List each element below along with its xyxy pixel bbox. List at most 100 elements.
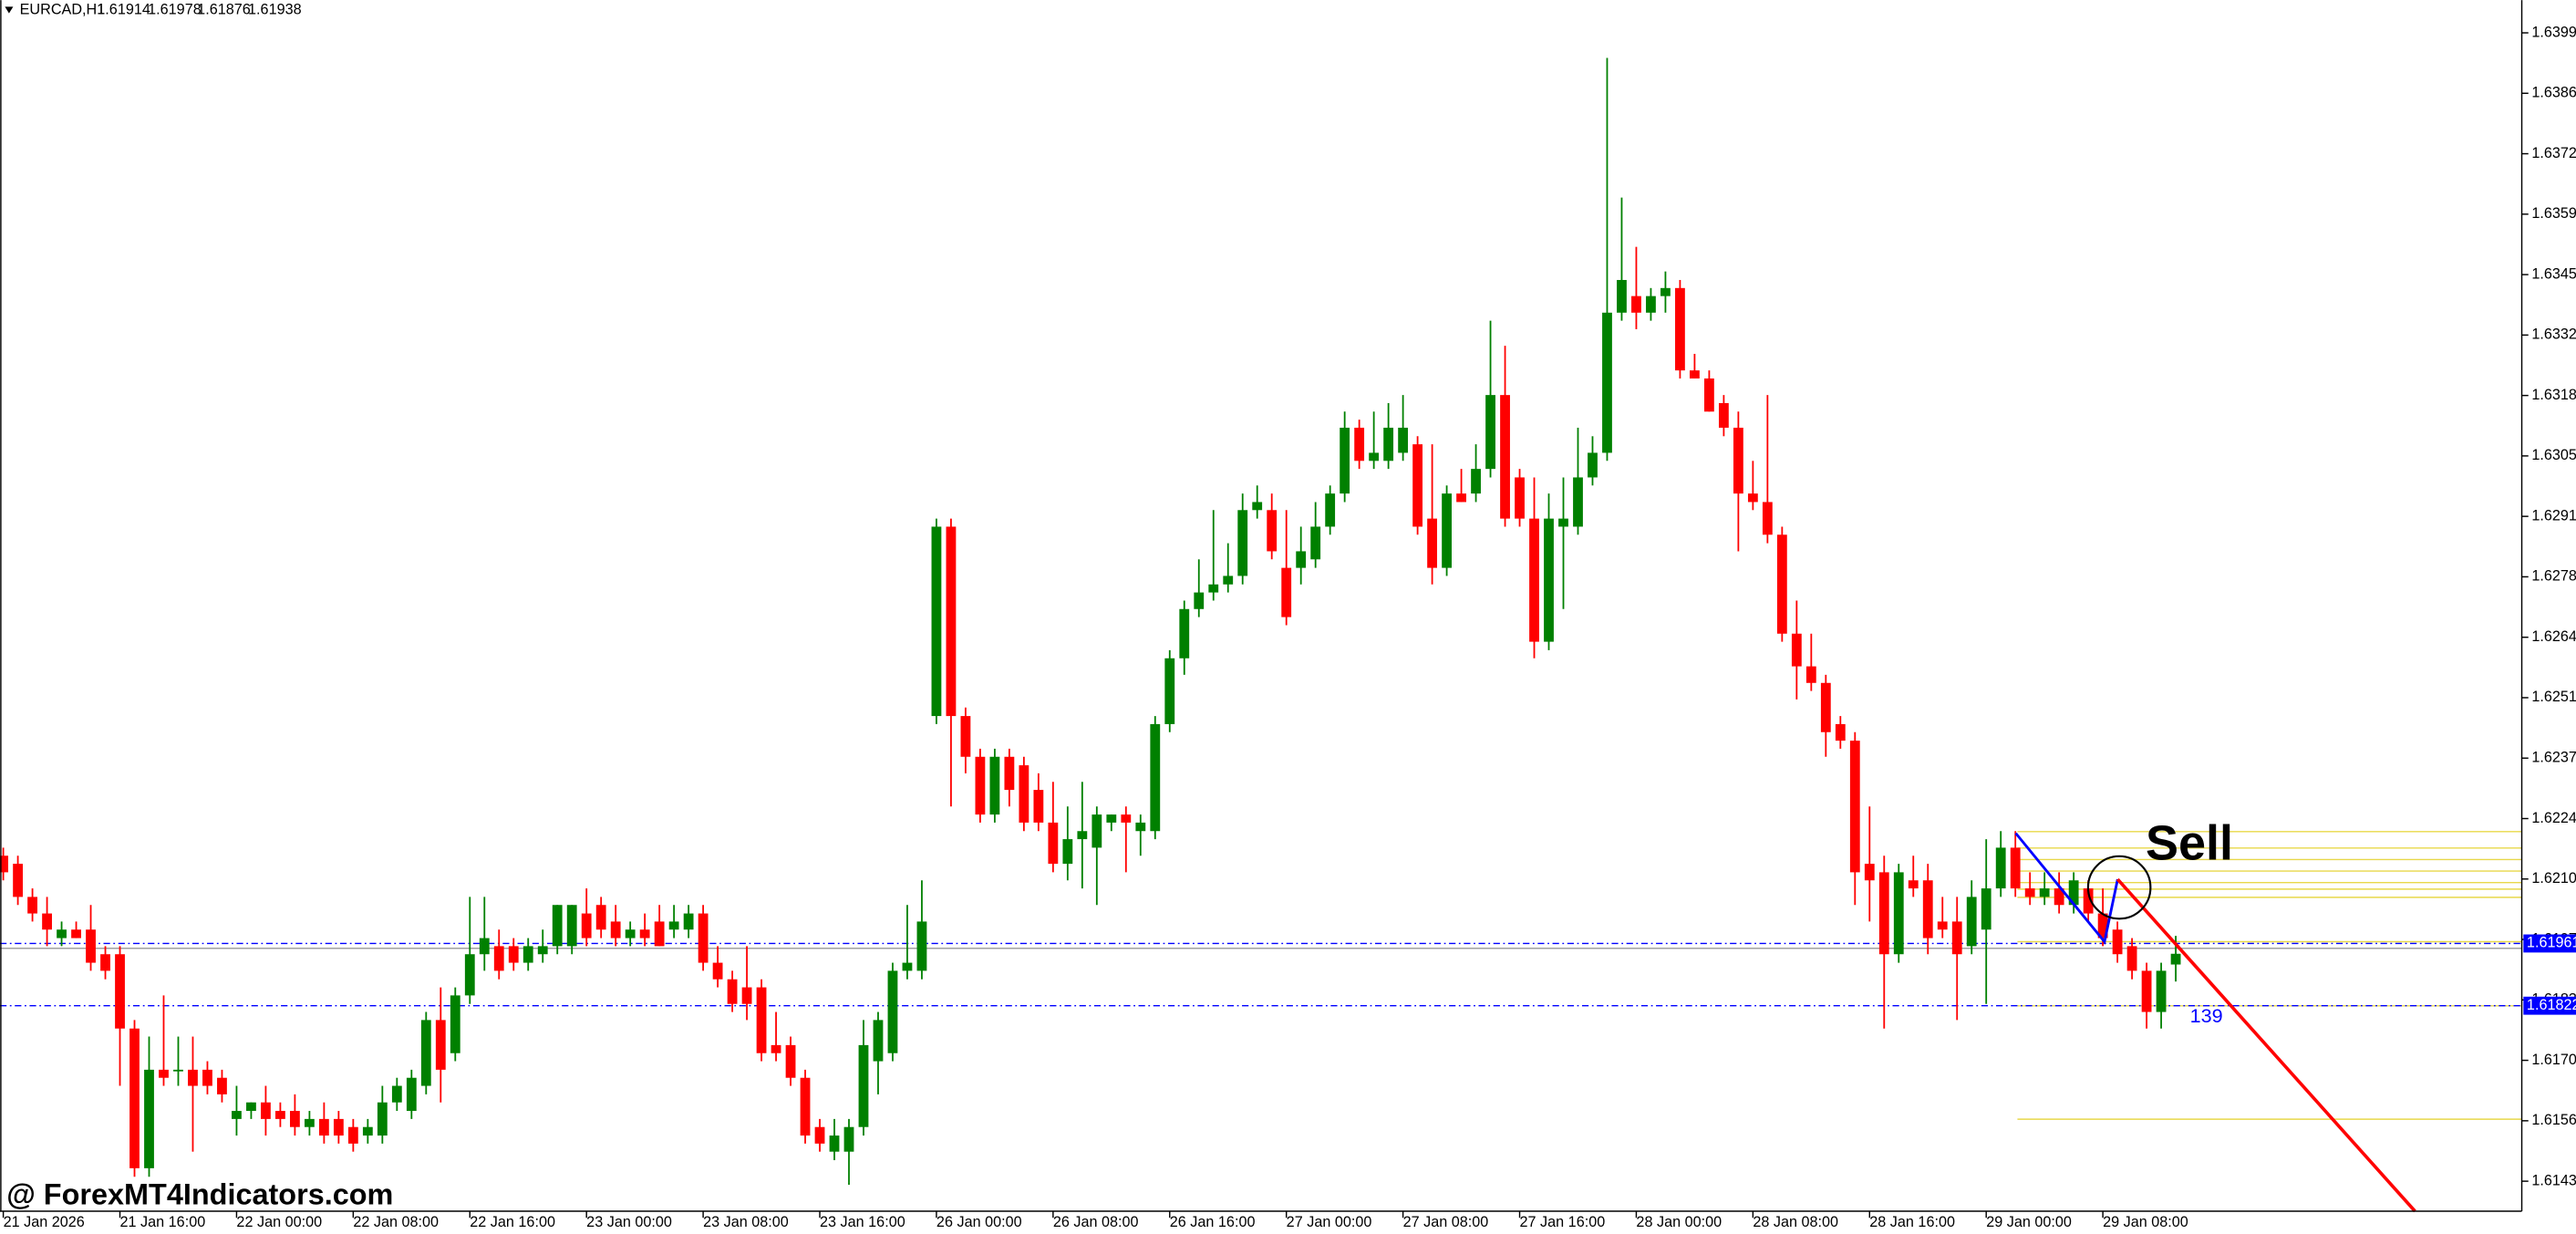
candle-body — [1937, 921, 1948, 930]
candle-body — [2068, 880, 2079, 906]
price-box-label: 1.61822 — [2527, 997, 2576, 1013]
candle-body — [1150, 723, 1161, 832]
x-tick-label: 27 Jan 16:00 — [1520, 1214, 1606, 1229]
candle-body — [902, 962, 913, 971]
candle-body — [246, 1102, 256, 1112]
candle-body — [1033, 790, 1044, 823]
candle-body — [188, 1069, 198, 1086]
y-tick-label: 1.63725 — [2531, 145, 2576, 161]
candle-body — [610, 921, 621, 938]
candle-body — [115, 954, 125, 1029]
y-tick-label: 1.62375 — [2531, 750, 2576, 766]
candle-body — [1718, 402, 1729, 428]
candle-body — [1194, 592, 1205, 609]
candle-body — [318, 1118, 329, 1136]
candle-body — [1427, 518, 1438, 568]
candle-body — [1383, 427, 1394, 461]
candle-body — [144, 1069, 154, 1168]
pips-label: 139 — [2190, 1004, 2223, 1027]
candle-body — [1004, 756, 1015, 791]
candle-body — [86, 929, 96, 963]
sell-label: Sell — [2146, 815, 2233, 870]
candle-body — [1660, 287, 1671, 296]
x-tick-label: 27 Jan 08:00 — [1403, 1214, 1489, 1229]
candle-body — [406, 1077, 417, 1112]
candle-body — [698, 913, 709, 963]
x-tick-label: 28 Jan 08:00 — [1753, 1214, 1838, 1229]
header-arrow — [5, 6, 14, 14]
candle-body — [2039, 888, 2050, 897]
candle-body — [581, 913, 592, 938]
candle-body — [1398, 427, 1409, 453]
candle-body — [464, 954, 475, 996]
candle-body — [552, 905, 563, 947]
candle-body — [712, 962, 723, 980]
candle-body — [0, 856, 9, 873]
x-tick-label: 23 Jan 08:00 — [703, 1214, 789, 1229]
candle-body — [333, 1118, 344, 1136]
candle-body — [304, 1118, 315, 1127]
x-tick-label: 21 Jan 2026 — [4, 1214, 85, 1229]
y-tick-label: 1.62780 — [2531, 568, 2576, 585]
candle-body — [2024, 888, 2035, 897]
candle-body — [1164, 658, 1175, 724]
candle-body — [1835, 723, 1846, 741]
x-tick-label: 26 Jan 16:00 — [1170, 1214, 1256, 1229]
candle-body — [1252, 502, 1263, 511]
candle-body — [771, 1044, 781, 1053]
axes — [0, 0, 2523, 1212]
candle-body — [1077, 831, 1088, 840]
candle-body — [1864, 864, 1875, 881]
x-tick-label: 22 Jan 08:00 — [353, 1214, 439, 1229]
candle-body — [1908, 880, 1919, 889]
symbol: EURCAD,H1 — [20, 1, 106, 17]
candle-body — [1588, 452, 1598, 478]
candle-body — [873, 1020, 884, 1062]
header-open: 1.61914 — [97, 1, 150, 17]
candle-body — [1500, 395, 1510, 519]
y-tick-label: 1.63590 — [2531, 205, 2576, 222]
candle-body — [1981, 888, 1991, 930]
watermark: @ ForexMT4Indicators.com — [6, 1177, 393, 1210]
x-tick-label: 28 Jan 00:00 — [1636, 1214, 1722, 1229]
candle-body — [2097, 913, 2108, 938]
candle-body — [1849, 741, 1860, 873]
y-tick-label: 1.61700 — [2531, 1052, 2576, 1068]
candle-body — [916, 921, 927, 971]
candle-body — [639, 929, 650, 938]
x-tick-label: 29 Jan 00:00 — [1986, 1214, 2072, 1229]
candle-body — [1048, 822, 1059, 865]
zigzag — [2014, 832, 2119, 945]
y-tick-label: 1.63050 — [2531, 447, 2576, 463]
candle-body — [1922, 880, 1933, 938]
candle-body — [1602, 312, 1612, 453]
candle-body — [1878, 872, 1889, 955]
candle-body — [71, 929, 81, 938]
price-boxes: 1.61961 1.61822 — [2523, 934, 2576, 1015]
candle-body — [522, 946, 533, 963]
candle-body — [2170, 953, 2181, 965]
x-tick-label: 28 Jan 16:00 — [1869, 1214, 1955, 1229]
candle-body — [1951, 921, 1962, 955]
candle-body — [800, 1077, 811, 1136]
candle-body — [479, 938, 490, 955]
fibonacci-levels — [2017, 831, 2522, 1120]
candle-body — [727, 979, 738, 1004]
candle-body — [1573, 477, 1583, 527]
candle-body — [129, 1028, 140, 1168]
candle-body — [1558, 518, 1568, 527]
candle-body — [946, 526, 957, 717]
candle-body — [1485, 395, 1495, 470]
candle-body — [27, 897, 37, 914]
candle-body — [654, 921, 665, 947]
candle-body — [1091, 814, 1102, 848]
candle-body — [362, 1126, 373, 1136]
x-tick-label: 29 Jan 08:00 — [2103, 1214, 2188, 1229]
candle-body — [1544, 518, 1554, 642]
header-low: 1.61876 — [197, 1, 251, 17]
candle-body — [1893, 872, 1904, 955]
y-tick-label: 1.63455 — [2531, 265, 2576, 282]
header-close: 1.61938 — [248, 1, 302, 17]
